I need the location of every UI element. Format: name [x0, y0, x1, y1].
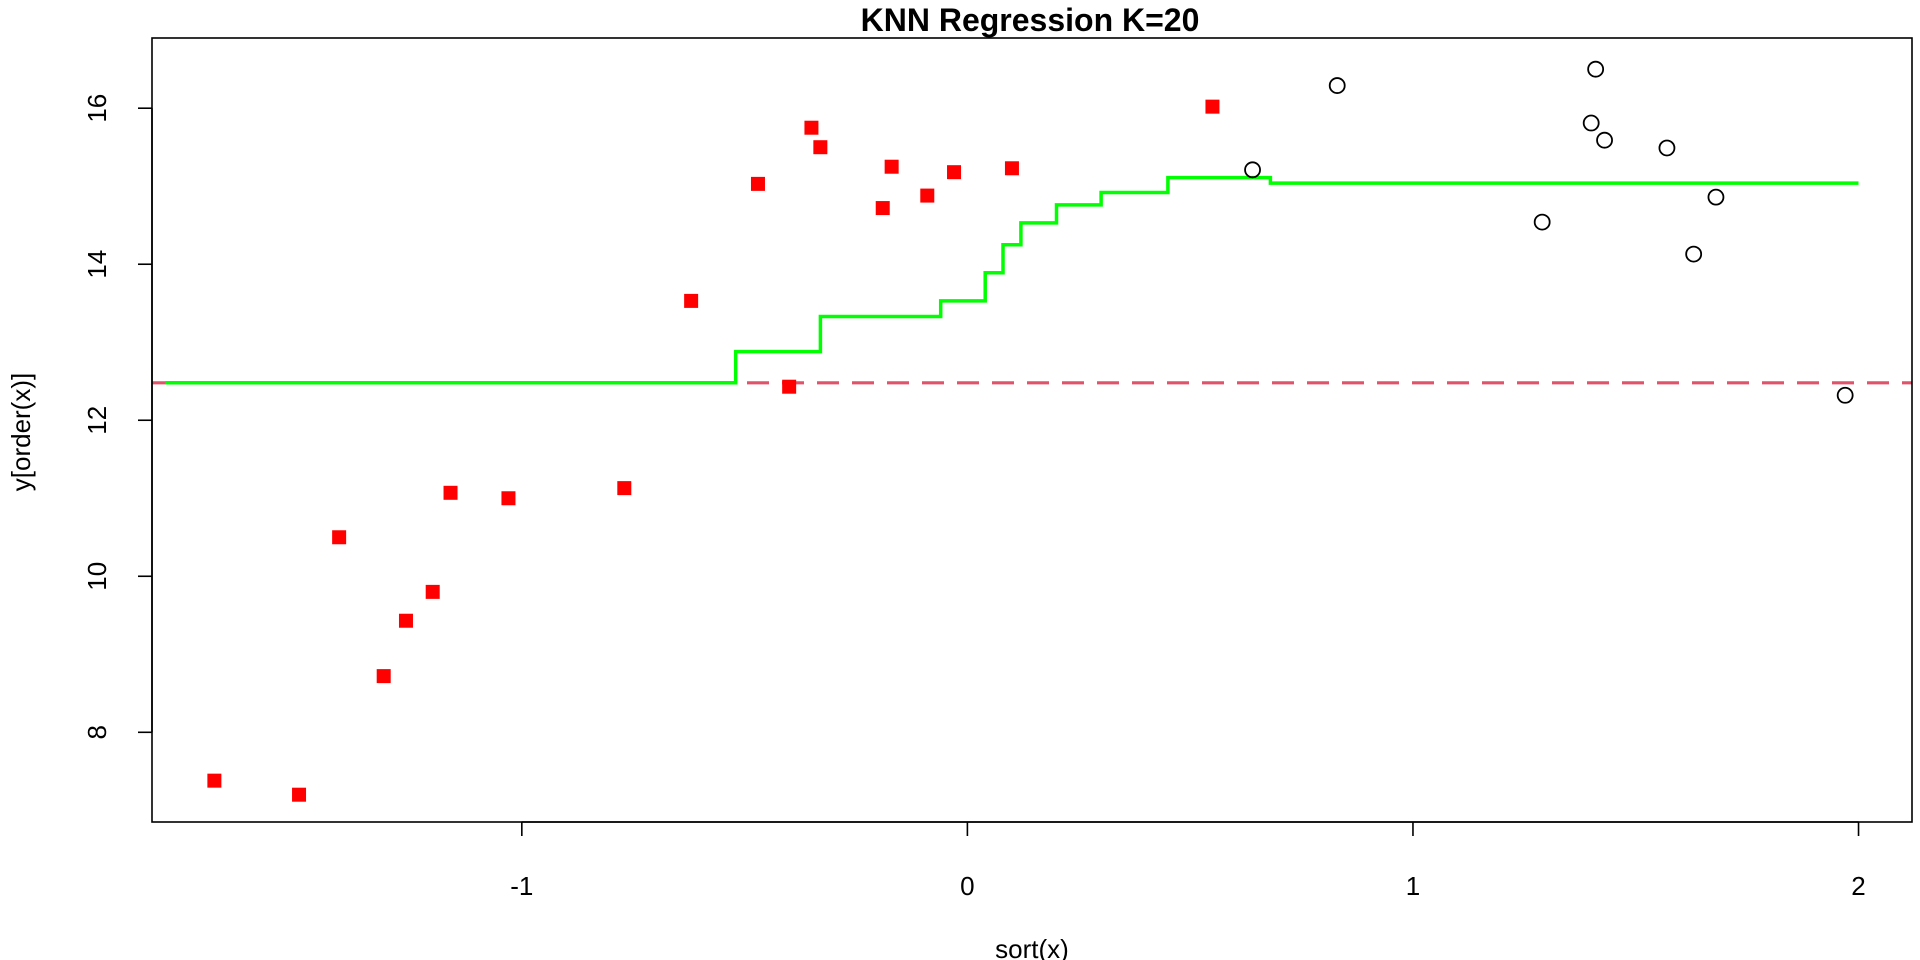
train-point [920, 188, 935, 203]
train-point [207, 773, 222, 788]
train-point [332, 530, 347, 545]
x-tick-label: 2 [1851, 871, 1865, 901]
train-point [1004, 161, 1019, 176]
train-point [425, 584, 440, 599]
y-tick-label: 16 [82, 94, 112, 123]
test-point [1658, 139, 1676, 157]
knn-fit-line [165, 175, 1859, 385]
y-tick-label: 14 [82, 250, 112, 279]
x-tick-label: -1 [510, 871, 533, 901]
test-point [1596, 131, 1613, 149]
test-point [1328, 77, 1346, 94]
train-point [947, 165, 962, 180]
test-point [1582, 114, 1600, 132]
train-point [782, 379, 797, 394]
x-tick-label: 0 [960, 871, 974, 901]
test-point [1685, 245, 1703, 263]
chart-title: KNN Regression K=20 [861, 2, 1200, 38]
test-point [1587, 60, 1605, 78]
plot-frame [151, 37, 1913, 823]
train-point [292, 787, 307, 802]
train-point [804, 120, 819, 135]
train-point [884, 159, 899, 174]
y-axis: 8 10 12 14 16 [82, 94, 153, 740]
x-tick-label: 1 [1406, 871, 1420, 901]
x-axis-label: sort(x) [995, 934, 1069, 960]
train-point [398, 613, 413, 628]
test-point [1707, 188, 1725, 206]
plot-area [152, 60, 1912, 802]
test-point [1533, 213, 1551, 231]
train-point [501, 491, 516, 506]
test-point [1244, 161, 1261, 179]
train-point [443, 485, 458, 500]
y-tick-label: 12 [82, 406, 112, 435]
train-point [684, 293, 699, 308]
y-axis-label: y[order(x)] [6, 373, 36, 491]
y-tick-label: 8 [82, 725, 112, 739]
train-point [813, 140, 828, 155]
test-point [1836, 386, 1854, 404]
train-point [750, 176, 765, 191]
train-point [1205, 99, 1220, 114]
y-tick-label: 10 [82, 562, 112, 591]
x-axis: -1 0 1 2 [510, 821, 1866, 901]
train-point [617, 481, 632, 496]
train-point [875, 201, 890, 216]
train-point [376, 669, 391, 684]
